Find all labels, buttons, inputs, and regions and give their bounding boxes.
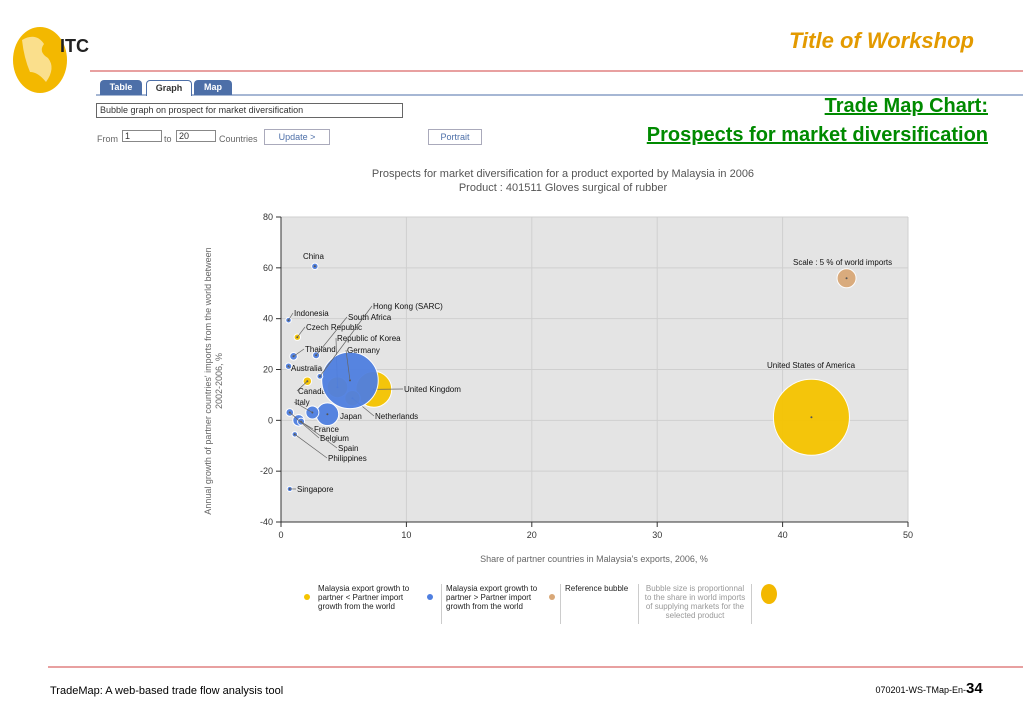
leader-line: [315, 316, 348, 356]
leader-line: [297, 326, 306, 338]
point-label: Italy: [295, 398, 310, 407]
workshop-title: Title of Workshop: [789, 28, 974, 53]
tab[interactable]: Table: [100, 80, 142, 95]
y-tick-label: 60: [263, 263, 273, 273]
point-label: China: [303, 252, 324, 261]
leader-line: [288, 312, 294, 321]
bubble-center: [326, 413, 329, 416]
y-tick-label: 20: [263, 365, 273, 375]
page-number: 34: [966, 680, 983, 697]
point-label: Scale : 5 % of world imports: [793, 258, 892, 267]
x-axis-label: Share of partner countries in Malaysia's…: [480, 554, 708, 564]
leader-line: [345, 349, 351, 381]
point-label: Czech Republic: [306, 323, 362, 332]
x-tick-label: 20: [527, 530, 537, 540]
leader-line: [319, 305, 373, 377]
portrait-button[interactable]: Portrait: [428, 129, 482, 145]
tab[interactable]: Map: [194, 80, 232, 95]
countries-label: Countries: [219, 134, 258, 144]
legend-swatch: [549, 594, 555, 600]
x-tick-label: 50: [903, 530, 913, 540]
bubble-center: [313, 265, 316, 268]
legend-swatch: [304, 594, 310, 600]
small-logo: [761, 584, 777, 604]
legend-entry: Malaysia export growth to partner > Part…: [441, 584, 556, 624]
bubble-center: [810, 416, 813, 419]
point-label: Belgium: [320, 434, 349, 443]
logo-shape: [22, 36, 52, 82]
slide-title: Trade Map Chart:: [825, 95, 988, 117]
leader-line: [296, 380, 308, 392]
logo-text: ITC: [60, 36, 89, 56]
leader-line: [288, 365, 291, 369]
from-input[interactable]: 1: [122, 130, 162, 142]
y-tick-label: -20: [260, 466, 273, 476]
point-label: Indonesia: [294, 309, 329, 318]
point-label: Australia: [291, 364, 323, 373]
y-tick-label: 80: [263, 212, 273, 222]
y-tick-label: -40: [260, 517, 273, 527]
leader-line: [293, 348, 305, 357]
leader-line: [289, 412, 320, 439]
point-label: Japan: [340, 412, 362, 421]
point-label: United Kingdom: [404, 385, 461, 394]
tab-active[interactable]: Graph: [146, 80, 192, 96]
to-label: to: [164, 134, 172, 144]
select[interactable]: Bubble graph on prospect for market dive…: [96, 103, 403, 118]
footer-text: TradeMap: A web-based trade flow analysi…: [50, 685, 283, 697]
x-tick-label: 30: [652, 530, 662, 540]
to-input[interactable]: 20: [176, 130, 216, 142]
leader-line: [294, 434, 328, 459]
point-label: Germany: [347, 346, 380, 355]
point-label: Canada: [298, 387, 327, 396]
point-label: Netherlands: [375, 412, 418, 421]
x-tick-label: 40: [778, 530, 788, 540]
point-label: United States of America: [767, 361, 856, 370]
y-tick-label: 0: [268, 415, 273, 425]
x-tick-label: 10: [401, 530, 411, 540]
point-label: Singapore: [297, 485, 334, 494]
bubble-center: [845, 277, 848, 280]
point-label: Hong Kong (SARC): [373, 302, 443, 311]
point-label: Republic of Korea: [337, 334, 401, 343]
y-tick-label: 40: [263, 314, 273, 324]
leader-line: [293, 401, 313, 413]
footer-code: 070201-WS-TMap-En-: [875, 685, 966, 695]
x-tick-label: 0: [278, 530, 283, 540]
point-label: South Africa: [348, 313, 392, 322]
from-label: From: [97, 134, 118, 144]
y-axis-label: Annual growth of partner countries' impo…: [203, 247, 224, 515]
update-button[interactable]: Update >: [264, 129, 330, 145]
size-note: Bubble size is proportionnal to the shar…: [638, 584, 752, 624]
legend-entry: Malaysia export growth to partner < Part…: [318, 584, 410, 611]
slide-title: Prospects for market diversification: [647, 124, 988, 146]
point-label: Philippines: [328, 454, 367, 463]
chart-title: Prospects for market diversification for…: [372, 168, 754, 180]
legend-swatch: [427, 594, 433, 600]
chart-subtitle: Product : 401511 Gloves surgical of rubb…: [459, 182, 668, 194]
leader-line: [300, 421, 338, 449]
point-label: Spain: [338, 444, 358, 453]
legend-entry: Reference bubble: [560, 584, 635, 624]
point-label: France: [314, 425, 339, 434]
